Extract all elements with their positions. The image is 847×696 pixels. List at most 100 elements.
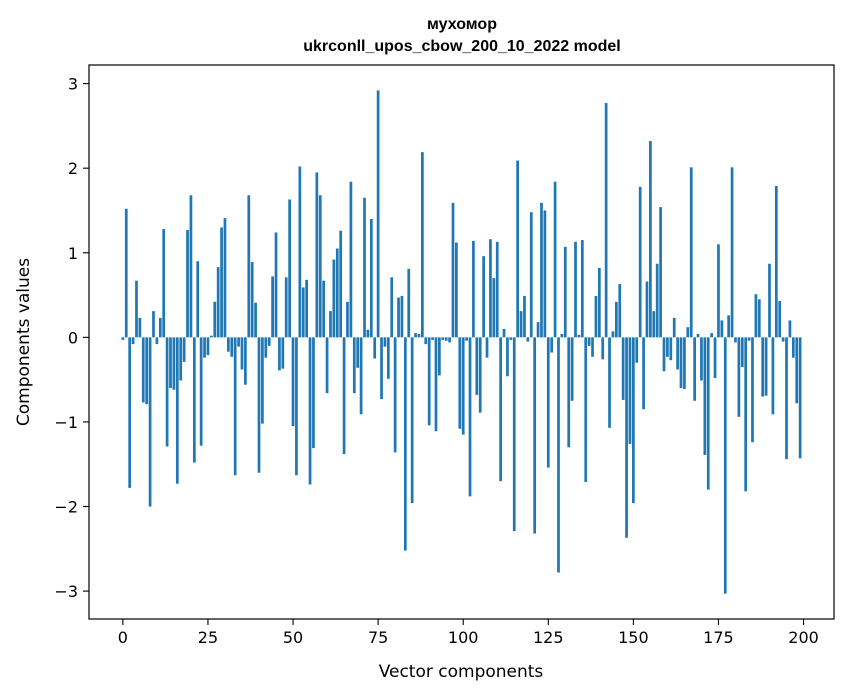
bar <box>410 337 414 504</box>
bar <box>162 229 166 338</box>
bar <box>461 337 465 435</box>
bar <box>509 337 513 340</box>
bar <box>438 337 441 376</box>
x-tick-label: 175 <box>703 628 734 647</box>
bar <box>318 195 322 338</box>
x-axis-ticks: 0 25 50 75 100 125 150 175 200 <box>118 619 819 647</box>
bar <box>710 333 714 338</box>
y-tick-label: 1 <box>68 244 78 263</box>
bar <box>179 337 183 381</box>
bar <box>376 90 380 338</box>
bar <box>390 277 394 338</box>
bar <box>182 337 186 362</box>
bars-group <box>121 90 802 594</box>
bar <box>169 337 172 389</box>
bar <box>468 337 472 497</box>
bar <box>397 297 400 338</box>
bar <box>526 337 530 342</box>
bar <box>597 267 601 338</box>
bar <box>557 337 560 573</box>
bar <box>512 337 516 532</box>
bar <box>220 227 223 338</box>
bar <box>686 327 690 338</box>
bar <box>335 248 339 338</box>
bar <box>744 337 748 492</box>
bar <box>713 337 717 378</box>
bar <box>216 267 220 338</box>
y-tick-label: −3 <box>54 582 78 601</box>
bar <box>141 337 145 403</box>
bar <box>441 337 445 340</box>
bar <box>761 337 765 397</box>
bar <box>264 337 268 358</box>
bar <box>580 240 584 338</box>
bar <box>693 337 696 401</box>
bar <box>785 337 788 460</box>
bar <box>536 322 540 338</box>
bar <box>625 337 628 538</box>
bar <box>158 317 162 338</box>
bar <box>717 244 720 338</box>
y-axis-label: Components values <box>14 258 34 426</box>
bar <box>431 337 434 340</box>
bar <box>689 167 693 338</box>
bar <box>465 337 468 341</box>
bar <box>284 277 288 338</box>
bar <box>145 337 149 405</box>
bar <box>233 337 237 476</box>
bar <box>659 207 662 338</box>
bar <box>261 337 264 424</box>
bar <box>601 337 605 360</box>
bar <box>138 317 142 338</box>
bar <box>655 263 659 338</box>
bar <box>213 301 217 338</box>
bar <box>604 103 608 338</box>
bar <box>291 337 295 427</box>
bar <box>339 230 343 338</box>
bar <box>427 337 431 426</box>
bar <box>734 337 737 343</box>
bar <box>591 337 594 357</box>
bar <box>257 337 261 473</box>
bar <box>632 337 635 504</box>
bar <box>189 195 193 338</box>
bar <box>148 337 152 507</box>
bar <box>495 241 499 338</box>
bar <box>628 337 632 444</box>
bar <box>192 337 196 463</box>
bar <box>594 295 598 338</box>
bar <box>373 337 377 359</box>
bar <box>774 185 778 338</box>
bar <box>155 337 159 345</box>
bar <box>638 186 642 338</box>
bar <box>757 299 761 338</box>
bar <box>312 337 315 449</box>
bar <box>369 218 373 338</box>
bar <box>754 294 758 338</box>
bar <box>380 337 383 400</box>
bar <box>196 261 200 338</box>
bar <box>563 246 567 338</box>
bar <box>363 197 366 338</box>
bar <box>121 337 125 340</box>
bar <box>550 337 554 353</box>
y-tick-label: 0 <box>68 328 78 347</box>
bar <box>706 337 710 490</box>
bar <box>611 331 615 338</box>
bar <box>652 311 656 338</box>
bar <box>798 337 802 459</box>
bar <box>165 337 169 447</box>
bar <box>414 333 417 338</box>
bar <box>203 337 206 358</box>
bar <box>352 337 356 394</box>
bar <box>781 337 785 342</box>
bar <box>244 337 247 385</box>
bar <box>240 337 244 370</box>
bar <box>400 295 404 338</box>
bar <box>475 337 479 395</box>
bar <box>424 337 428 345</box>
bar <box>308 337 312 485</box>
bar <box>271 276 274 338</box>
plot-frame <box>88 64 835 620</box>
bar <box>567 337 571 448</box>
